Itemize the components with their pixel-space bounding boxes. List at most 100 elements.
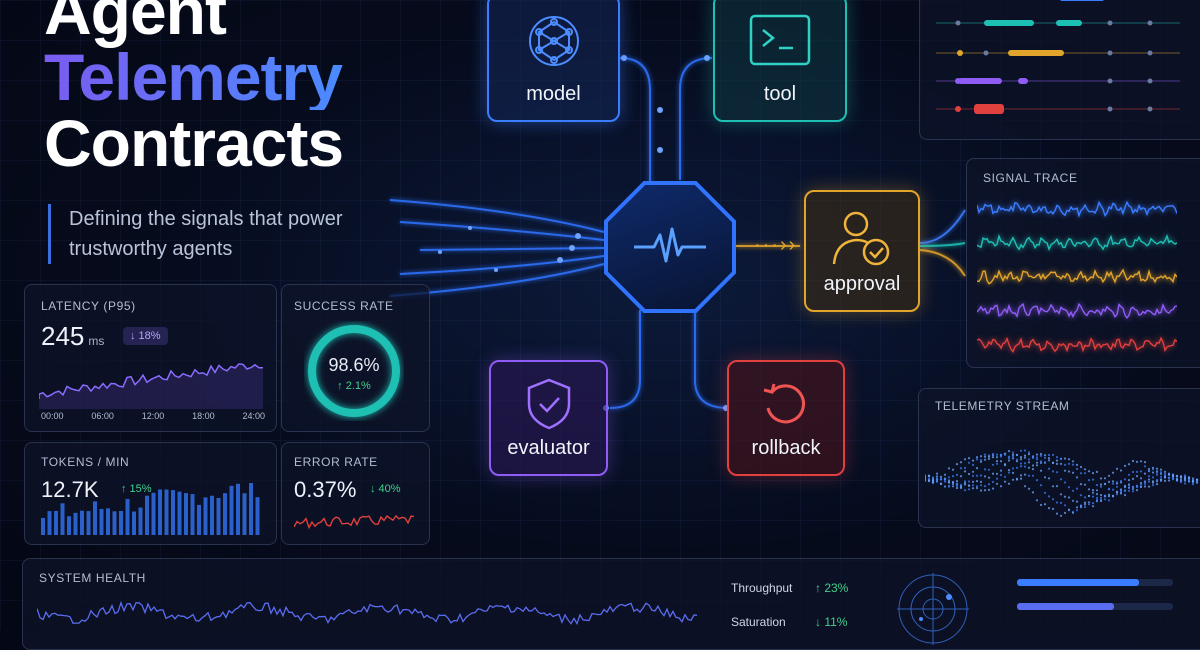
stream-dot bbox=[1120, 480, 1122, 482]
stream-dot bbox=[1008, 472, 1010, 474]
status-lanes bbox=[920, 0, 1200, 139]
model-node[interactable]: model bbox=[487, 0, 620, 122]
stream-dot bbox=[1124, 489, 1126, 491]
stream-dot bbox=[1048, 468, 1050, 470]
stream-dot bbox=[1028, 458, 1030, 460]
stream-dot bbox=[1012, 479, 1014, 481]
stream-dot bbox=[1056, 501, 1058, 503]
stream-dot bbox=[1144, 473, 1146, 475]
stream-dot bbox=[972, 481, 974, 483]
stream-dot bbox=[1036, 479, 1038, 481]
stream-dot bbox=[984, 456, 986, 458]
stream-dot bbox=[1164, 480, 1166, 482]
stream-dot bbox=[1056, 456, 1058, 458]
stream-dot bbox=[1156, 471, 1158, 473]
stream-dot bbox=[928, 475, 930, 477]
tokens-bar bbox=[217, 498, 221, 535]
tokens-bar bbox=[256, 497, 260, 535]
tokens-bar bbox=[48, 511, 52, 535]
stream-dot bbox=[1056, 513, 1058, 515]
stream-dot bbox=[1040, 455, 1042, 457]
stream-dot bbox=[1092, 472, 1094, 474]
stream-dot bbox=[960, 461, 962, 463]
stream-dot bbox=[1144, 461, 1146, 463]
tokens-bar bbox=[119, 511, 123, 535]
stream-dot bbox=[1048, 477, 1050, 479]
stream-dot bbox=[1044, 457, 1046, 459]
status-lanes-panel bbox=[919, 0, 1200, 140]
stream-dot bbox=[960, 484, 962, 486]
stream-dot bbox=[1112, 495, 1114, 497]
stream-dot bbox=[1180, 476, 1182, 478]
stream-dot bbox=[1072, 500, 1074, 502]
stream-dot bbox=[964, 470, 966, 472]
stream-dot bbox=[1088, 479, 1090, 481]
stream-dot bbox=[1064, 512, 1066, 514]
stream-dot bbox=[1020, 450, 1022, 452]
stream-dot bbox=[1040, 484, 1042, 486]
stream-dot bbox=[1100, 477, 1102, 479]
title-line-1: Agent bbox=[44, 0, 343, 44]
stream-dot bbox=[1136, 485, 1138, 487]
stream-dot bbox=[1108, 494, 1110, 496]
stream-dot bbox=[1108, 481, 1110, 483]
stream-dot bbox=[1176, 475, 1178, 477]
stream-dot bbox=[1048, 454, 1050, 456]
tokens-bar bbox=[132, 511, 136, 535]
stream-dot bbox=[1092, 505, 1094, 507]
stream-dot bbox=[1060, 463, 1062, 465]
stream-dot bbox=[1108, 499, 1110, 501]
tokens-bar-chart bbox=[41, 483, 265, 535]
stream-dot bbox=[1156, 483, 1158, 485]
stream-dot bbox=[1024, 457, 1026, 459]
stream-dot bbox=[1032, 475, 1034, 477]
stream-dot bbox=[1092, 489, 1094, 491]
stream-dot bbox=[984, 459, 986, 461]
stream-dot bbox=[1124, 494, 1126, 496]
rollback-node[interactable]: rollback bbox=[727, 360, 845, 476]
tool-node[interactable]: tool bbox=[713, 0, 847, 122]
stream-dot bbox=[1136, 471, 1138, 473]
stream-dot bbox=[1032, 464, 1034, 466]
latency-area bbox=[39, 364, 263, 409]
stream-dot bbox=[1076, 468, 1078, 470]
stream-dot bbox=[972, 475, 974, 477]
stream-dot bbox=[1064, 457, 1066, 459]
stream-dot bbox=[1128, 479, 1130, 481]
stream-dot bbox=[984, 489, 986, 491]
evaluator-node[interactable]: evaluator bbox=[489, 360, 608, 476]
stream-dot bbox=[1072, 512, 1074, 514]
stream-dot bbox=[1148, 486, 1150, 488]
stream-dot bbox=[1008, 450, 1010, 452]
latency-unit: ms bbox=[88, 334, 104, 348]
stream-dot bbox=[996, 463, 998, 465]
approval-node[interactable]: approval bbox=[804, 190, 920, 312]
stream-dot bbox=[1000, 454, 1002, 456]
stream-dot bbox=[956, 463, 958, 465]
stream-dot bbox=[1020, 478, 1022, 480]
stream-dot bbox=[1028, 451, 1030, 453]
stream-dot bbox=[980, 474, 982, 476]
stream-dot bbox=[956, 474, 958, 476]
stream-dot bbox=[996, 454, 998, 456]
stream-dot bbox=[1012, 455, 1014, 457]
stream-dot bbox=[1112, 480, 1114, 482]
system-health-wave bbox=[37, 593, 697, 633]
stream-dot bbox=[1088, 501, 1090, 503]
stream-dot bbox=[1184, 482, 1186, 484]
stream-dot bbox=[1116, 486, 1118, 488]
stream-dot bbox=[1192, 480, 1194, 482]
stream-dot bbox=[1088, 503, 1090, 505]
tokens-bar bbox=[178, 492, 182, 535]
stream-dot bbox=[1064, 470, 1066, 472]
stream-dot bbox=[1064, 496, 1066, 498]
stream-dot bbox=[1152, 476, 1154, 478]
trace-wave bbox=[977, 270, 1177, 284]
stream-dot bbox=[964, 480, 966, 482]
stream-dot bbox=[1140, 484, 1142, 486]
stream-dot bbox=[1024, 485, 1026, 487]
stream-dot bbox=[960, 475, 962, 477]
stream-dot bbox=[976, 480, 978, 482]
tokens-bar bbox=[184, 493, 188, 535]
stream-dot bbox=[976, 485, 978, 487]
